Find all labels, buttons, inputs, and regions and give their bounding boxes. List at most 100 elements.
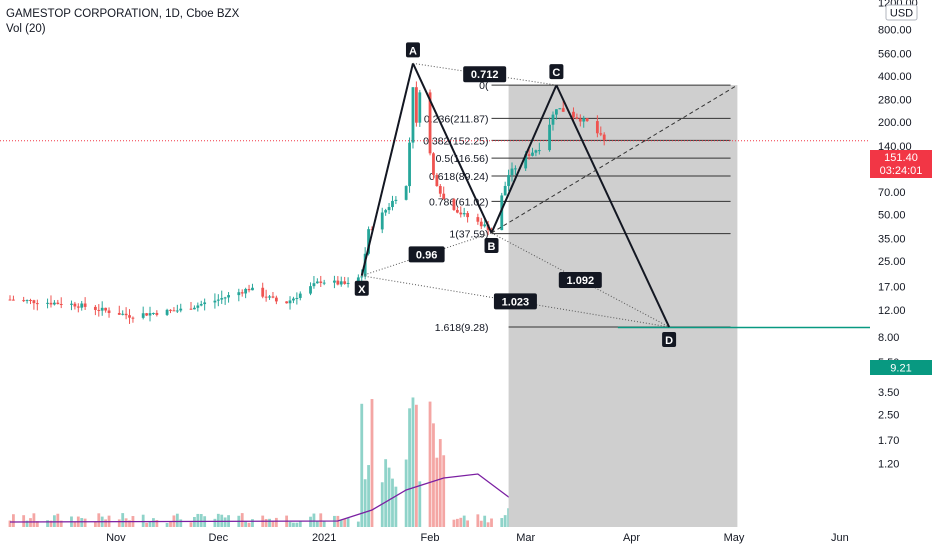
candle[interactable]	[100, 301, 104, 316]
pattern-point-a[interactable]: A	[405, 42, 420, 58]
fibonacci-retracement[interactable]: 0(0.236(211.87) 0.382(152.25) 0.5(116.56) 0…	[0, 80, 870, 528]
candle[interactable]	[271, 291, 275, 299]
candle[interactable]	[107, 307, 111, 318]
candle[interactable]	[261, 282, 265, 299]
harmonic-pattern[interactable]: X A B C D 0.712 0.96 1.092 1.023	[354, 42, 738, 347]
candle[interactable]	[152, 312, 155, 316]
candle[interactable]	[35, 299, 39, 311]
candle[interactable]	[124, 307, 128, 320]
candle[interactable]	[558, 108, 562, 110]
candle[interactable]	[59, 297, 63, 309]
candle[interactable]	[479, 217, 483, 230]
candle[interactable]	[599, 126, 603, 137]
candle[interactable]	[196, 302, 200, 312]
candle[interactable]	[551, 111, 555, 131]
ratio-badge[interactable]: 1.092	[558, 271, 602, 288]
candle[interactable]	[268, 294, 271, 300]
candle[interactable]	[216, 294, 220, 307]
pattern-point-x[interactable]: X	[354, 280, 369, 296]
candle[interactable]	[199, 300, 203, 307]
candle[interactable]	[227, 292, 230, 303]
candle[interactable]	[121, 310, 125, 316]
candle[interactable]	[452, 197, 456, 211]
candle[interactable]	[503, 181, 507, 196]
candle[interactable]	[73, 301, 77, 310]
candle[interactable]	[582, 115, 586, 128]
candle[interactable]	[83, 297, 87, 310]
candle[interactable]	[22, 296, 26, 303]
candle[interactable]	[309, 282, 312, 296]
candle[interactable]	[346, 277, 350, 288]
candles-layer[interactable]	[8, 81, 606, 324]
candle[interactable]	[312, 276, 316, 289]
candle[interactable]	[408, 137, 411, 193]
candle[interactable]	[531, 147, 534, 157]
candle[interactable]	[145, 312, 148, 317]
candle[interactable]	[572, 107, 575, 122]
candle[interactable]	[141, 306, 145, 320]
candle[interactable]	[193, 305, 196, 310]
candle[interactable]	[298, 291, 302, 301]
candle[interactable]	[319, 275, 323, 287]
candle[interactable]	[155, 310, 159, 317]
candle[interactable]	[104, 307, 108, 313]
candle[interactable]	[476, 213, 480, 225]
candle[interactable]	[244, 287, 248, 299]
candle[interactable]	[336, 276, 340, 286]
candle[interactable]	[274, 295, 278, 305]
candle[interactable]	[387, 202, 391, 215]
candle[interactable]	[93, 305, 97, 316]
pattern-point-c[interactable]: C	[549, 64, 564, 80]
candle[interactable]	[80, 300, 84, 311]
candle[interactable]	[131, 316, 135, 323]
candle[interactable]	[295, 292, 299, 305]
candle[interactable]	[432, 152, 435, 180]
pattern-leg-BC[interactable]	[490, 84, 558, 234]
candle[interactable]	[251, 283, 254, 291]
candle[interactable]	[203, 298, 207, 311]
candle[interactable]	[179, 303, 183, 313]
candle[interactable]	[172, 307, 176, 312]
candle[interactable]	[264, 289, 268, 302]
candle[interactable]	[169, 309, 172, 314]
candle[interactable]	[285, 301, 289, 304]
candle[interactable]	[220, 290, 224, 304]
candle[interactable]	[189, 301, 193, 310]
candle[interactable]	[575, 113, 579, 120]
candle[interactable]	[534, 149, 538, 157]
candle[interactable]	[343, 276, 347, 285]
candle[interactable]	[288, 296, 292, 310]
candle[interactable]	[148, 306, 152, 322]
candle[interactable]	[247, 284, 251, 293]
candle[interactable]	[223, 296, 227, 305]
candle[interactable]	[175, 304, 179, 314]
candle[interactable]	[537, 142, 541, 155]
candle[interactable]	[404, 185, 408, 201]
candle[interactable]	[442, 186, 446, 200]
candle[interactable]	[595, 115, 599, 138]
candle[interactable]	[411, 87, 415, 149]
candle[interactable]	[29, 298, 32, 305]
ratio-badge[interactable]: 1.023	[493, 293, 537, 310]
candle[interactable]	[12, 295, 15, 301]
candle[interactable]	[561, 100, 565, 112]
ratio-badge[interactable]: 0.96	[408, 246, 445, 263]
candle[interactable]	[510, 162, 514, 182]
candle[interactable]	[527, 148, 531, 160]
candle[interactable]	[585, 118, 589, 122]
pattern-point-b[interactable]: B	[484, 237, 499, 253]
candle[interactable]	[117, 305, 121, 315]
ratio-badge[interactable]: 0.712	[463, 66, 507, 83]
candle[interactable]	[240, 289, 244, 297]
candle[interactable]	[32, 299, 36, 310]
candle[interactable]	[548, 117, 551, 152]
candle[interactable]	[391, 195, 394, 211]
candle[interactable]	[128, 309, 131, 324]
candle[interactable]	[459, 206, 463, 218]
pattern-leg-XA[interactable]	[360, 63, 414, 276]
candle[interactable]	[602, 132, 606, 146]
candle[interactable]	[76, 303, 80, 313]
candle[interactable]	[466, 211, 470, 223]
candle[interactable]	[490, 227, 493, 231]
